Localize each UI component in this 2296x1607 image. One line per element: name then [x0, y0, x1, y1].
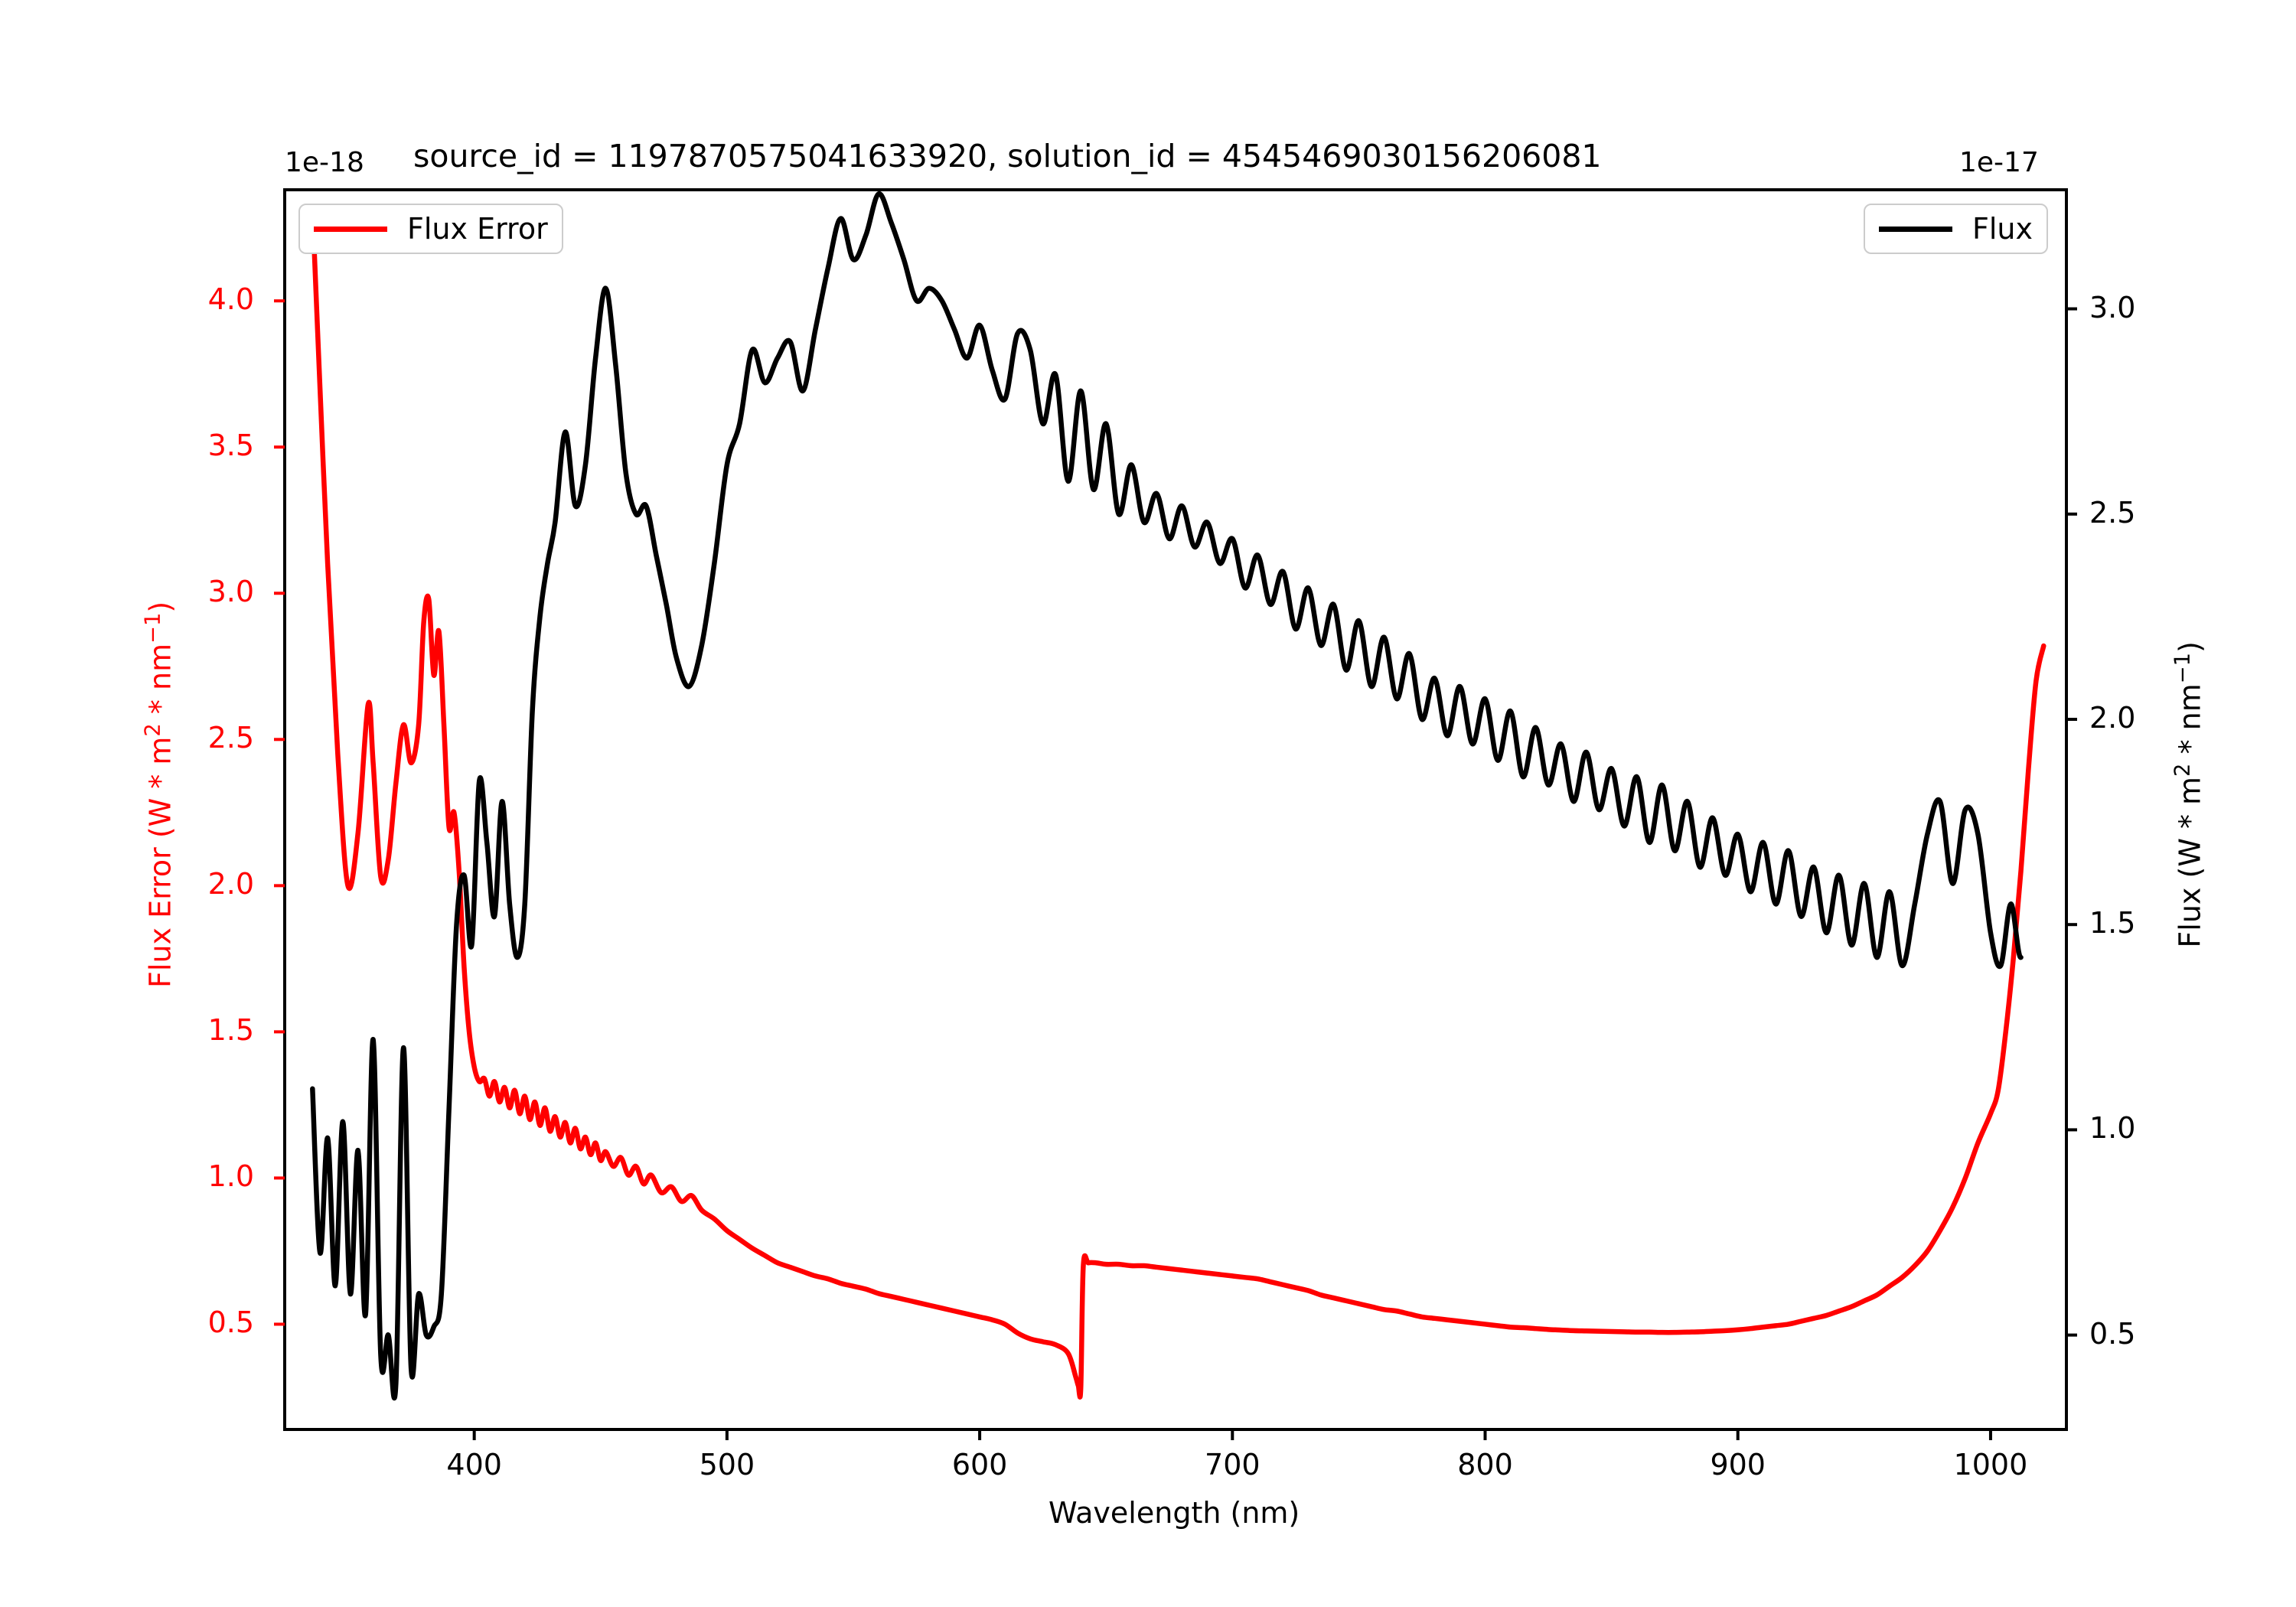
x-tick-label: 800	[1457, 1448, 1513, 1482]
flux-error-legend-swatch-icon	[314, 226, 387, 232]
right-y-tick-label: 2.5	[2089, 495, 2136, 530]
right-y-label-post: )	[2173, 641, 2207, 653]
x-tick-label: 700	[1205, 1448, 1261, 1482]
left-y-tick-label: 1.0	[207, 1159, 254, 1194]
left-y-tick-label: 2.5	[207, 721, 254, 755]
left-y-tick-label: 2.0	[207, 867, 254, 901]
left-y-tick-label: 0.5	[207, 1305, 254, 1340]
flux-error-legend-label: Flux Error	[407, 212, 548, 246]
left-axis-offset-label: 1e-18	[285, 147, 364, 178]
x-axis-label: Wavelength (nm)	[1049, 1496, 1300, 1530]
flux-error-curve	[310, 204, 2047, 1400]
left-y-tick-label: 1.5	[207, 1013, 254, 1048]
left-y-label-pre: Flux Error (W * m	[143, 736, 178, 988]
right-axis-offset-label: 1e-17	[1959, 147, 2039, 178]
plot-frame	[283, 188, 2068, 1431]
right-y-tick-label: 1.5	[2089, 906, 2136, 940]
x-tick-label: 600	[951, 1448, 1008, 1482]
page-title: source_id = 1197870575041633920, solutio…	[413, 138, 1602, 174]
right-y-label-sup1: 2	[2170, 763, 2195, 777]
flux-legend-swatch-icon	[1879, 226, 1952, 232]
right-y-axis-label: Flux (W * m2 * nm−1)	[2171, 565, 2207, 1024]
right-y-tick-label: 2.0	[2089, 700, 2136, 735]
left-y-label-sup2: −1	[141, 612, 165, 644]
flux-curve	[310, 191, 2024, 1401]
right-y-label-sup2: −1	[2170, 652, 2195, 684]
right-y-tick-label: 3.0	[2089, 290, 2136, 324]
left-y-axis-label: Flux Error (W * m2 * nm−1)	[142, 565, 178, 1024]
left-y-tick-label: 3.0	[207, 575, 254, 609]
x-tick-label: 400	[446, 1448, 502, 1482]
flux-legend[interactable]: Flux	[1864, 204, 2048, 254]
left-y-tick-label: 3.5	[207, 429, 254, 463]
left-y-label-mid: * nm	[143, 643, 178, 724]
flux-legend-label: Flux	[1972, 212, 2033, 246]
right-y-tick-label: 1.0	[2089, 1111, 2136, 1146]
right-y-tick-label: 0.5	[2089, 1316, 2136, 1351]
x-tick-label: 500	[699, 1448, 755, 1482]
x-tick-label: 900	[1710, 1448, 1766, 1482]
left-y-tick-label: 4.0	[207, 282, 254, 317]
x-tick-label: 1000	[1953, 1448, 2028, 1482]
flux-error-legend[interactable]: Flux Error	[298, 204, 563, 254]
